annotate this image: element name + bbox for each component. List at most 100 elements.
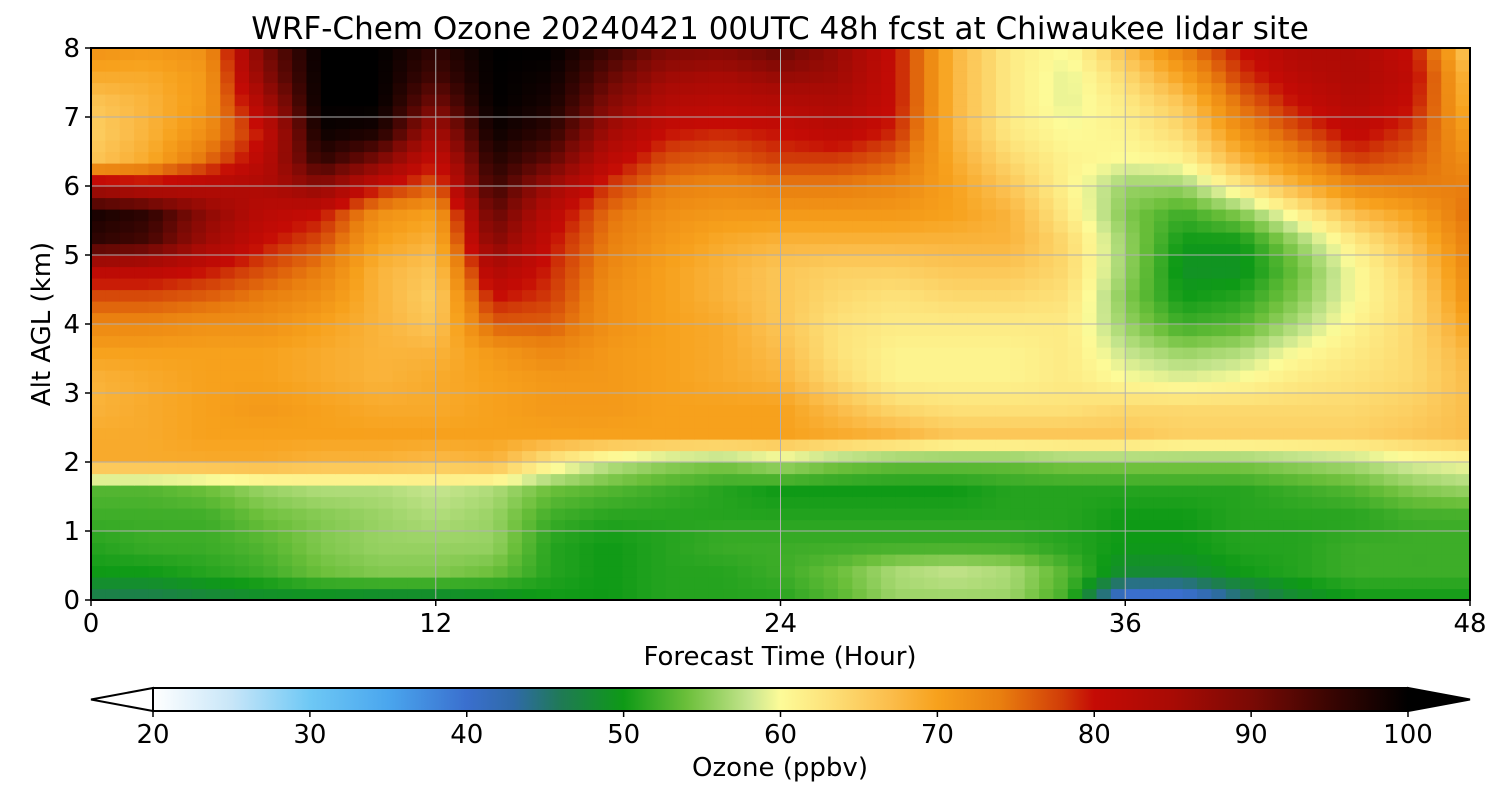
heatmap-cell	[234, 335, 250, 348]
heatmap-cell	[665, 220, 681, 233]
heatmap-cell	[435, 186, 451, 199]
heatmap-cell	[521, 301, 537, 314]
heatmap-cell	[1110, 393, 1126, 406]
colorbar-tick-label: 50	[607, 720, 640, 750]
heatmap-cell	[608, 128, 624, 141]
heatmap-cell	[751, 462, 767, 475]
heatmap-cell	[565, 105, 580, 118]
heatmap-cell	[134, 128, 150, 141]
heatmap-cell	[450, 209, 466, 222]
heatmap-cell	[421, 531, 437, 544]
heatmap-cell	[1441, 450, 1457, 463]
heatmap-cell	[1139, 266, 1155, 279]
heatmap-cell	[780, 416, 796, 429]
heatmap-cell	[191, 381, 207, 394]
heatmap-cell	[1268, 243, 1284, 256]
heatmap-cell	[1067, 347, 1083, 360]
heatmap-cell	[1096, 151, 1112, 164]
heatmap-cell	[1398, 485, 1414, 498]
heatmap-cell	[938, 82, 954, 95]
heatmap-cell	[91, 370, 106, 383]
heatmap-cell	[967, 232, 983, 245]
heatmap-cell	[823, 186, 839, 199]
heatmap-cell	[708, 266, 724, 279]
heatmap-cell	[1398, 324, 1414, 337]
heatmap-cell	[837, 347, 853, 360]
heatmap-cell	[1110, 565, 1126, 578]
heatmap-cell	[277, 347, 293, 360]
heatmap-cell	[464, 496, 480, 509]
heatmap-cell	[1182, 82, 1198, 95]
heatmap-cell	[823, 370, 839, 383]
heatmap-cell	[407, 588, 422, 600]
heatmap-cell	[1455, 565, 1470, 578]
heatmap-cell	[708, 128, 724, 141]
heatmap-cell	[952, 462, 968, 475]
heatmap-cell	[177, 209, 193, 222]
heatmap-cell	[507, 105, 523, 118]
heatmap-cell	[708, 381, 724, 394]
heatmap-cell	[378, 243, 394, 256]
heatmap-cell	[320, 554, 336, 567]
heatmap-cell	[493, 301, 509, 314]
heatmap-cell	[636, 278, 652, 291]
heatmap-cell	[162, 48, 178, 61]
heatmap-cell	[306, 554, 322, 567]
heatmap-cell	[593, 48, 609, 61]
heatmap-cell	[1441, 117, 1457, 130]
heatmap-cell	[679, 278, 695, 291]
heatmap-cell	[1168, 209, 1184, 222]
heatmap-cell	[837, 358, 853, 371]
heatmap-cell	[205, 485, 221, 498]
heatmap-cell	[493, 347, 509, 360]
heatmap-cell	[1082, 439, 1098, 452]
heatmap-cell	[1082, 404, 1098, 417]
heatmap-cell	[119, 381, 135, 394]
heatmap-cell	[837, 232, 853, 245]
heatmap-cell	[565, 289, 580, 302]
heatmap-cell	[1311, 266, 1327, 279]
heatmap-cell	[205, 324, 221, 337]
heatmap-cell	[119, 393, 135, 406]
heatmap-cell	[708, 220, 724, 233]
heatmap-cell	[881, 508, 897, 521]
heatmap-cell	[521, 312, 537, 325]
heatmap-cell	[550, 554, 566, 567]
heatmap-cell	[952, 427, 968, 440]
heatmap-cell	[464, 117, 480, 130]
heatmap-cell	[1455, 117, 1470, 130]
heatmap-cell	[1355, 565, 1371, 578]
heatmap-cell	[162, 335, 178, 348]
heatmap-cell	[1225, 163, 1241, 176]
heatmap-cell	[1254, 404, 1270, 417]
heatmap-cell	[679, 186, 695, 199]
heatmap-cell	[1326, 358, 1342, 371]
heatmap-cell	[1110, 266, 1126, 279]
heatmap-cell	[105, 140, 121, 153]
heatmap-cell	[507, 370, 523, 383]
heatmap-cell	[981, 59, 997, 72]
heatmap-cell	[177, 554, 193, 567]
heatmap-cell	[1125, 404, 1141, 417]
heatmap-cell	[205, 151, 221, 164]
heatmap-cell	[407, 519, 422, 532]
heatmap-cell	[852, 197, 868, 210]
heatmap-cell	[1024, 416, 1040, 429]
heatmap-cell	[349, 393, 365, 406]
heatmap-cell	[565, 508, 580, 521]
heatmap-cell	[1455, 186, 1470, 199]
heatmap-cell	[1355, 209, 1371, 222]
heatmap-cell	[866, 358, 882, 371]
heatmap-cell	[277, 531, 293, 544]
heatmap-cell	[263, 301, 279, 314]
heatmap-cell	[895, 531, 911, 544]
heatmap-cell	[1024, 151, 1040, 164]
heatmap-cell	[550, 174, 566, 187]
heatmap-cell	[205, 393, 221, 406]
heatmap-cell	[995, 370, 1011, 383]
heatmap-cell	[952, 105, 968, 118]
heatmap-cell	[119, 278, 135, 291]
heatmap-cell	[608, 588, 624, 600]
heatmap-cell	[579, 381, 595, 394]
heatmap-cell	[320, 82, 336, 95]
